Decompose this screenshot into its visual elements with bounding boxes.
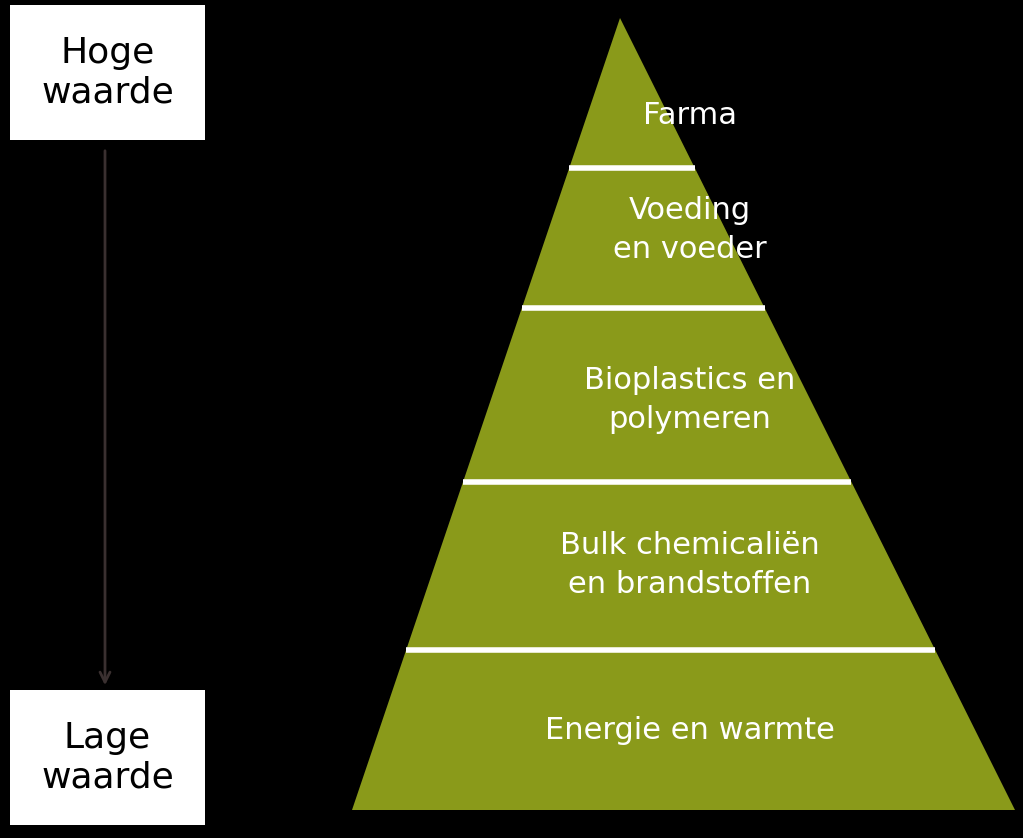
Text: Bioplastics en
polymeren: Bioplastics en polymeren (584, 366, 796, 433)
Text: Lage
waarde: Lage waarde (41, 721, 174, 794)
FancyBboxPatch shape (10, 5, 205, 140)
Text: Hoge
waarde: Hoge waarde (41, 36, 174, 109)
FancyBboxPatch shape (10, 690, 205, 825)
Text: Energie en warmte: Energie en warmte (545, 716, 835, 744)
Text: Farma: Farma (643, 101, 737, 130)
Polygon shape (352, 18, 1015, 810)
Text: Voeding
en voeder: Voeding en voeder (613, 196, 767, 264)
Text: Bulk chemicaliën
en brandstoffen: Bulk chemicaliën en brandstoffen (561, 531, 819, 598)
